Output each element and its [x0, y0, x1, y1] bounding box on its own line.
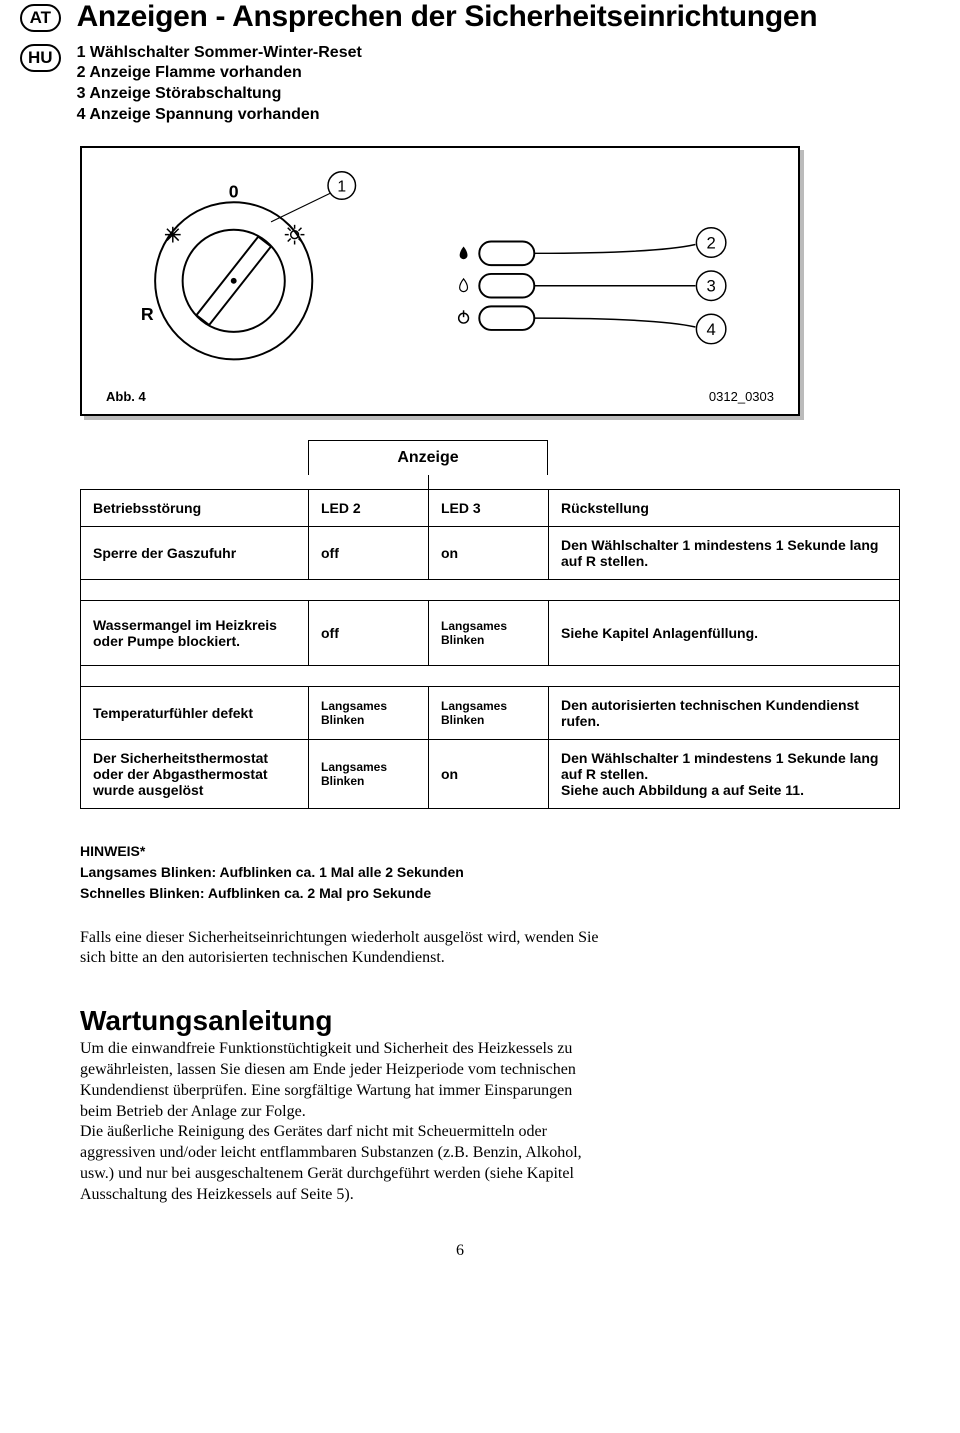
table-row: Sperre der Gaszufuhr off on Den Wählscha… [81, 526, 900, 579]
cell: Den autorisierten technischen Kundendien… [561, 697, 859, 729]
flame-outline-icon [460, 279, 468, 292]
cell: Der Sicherheitsthermostat oder der Abgas… [93, 750, 268, 798]
page-number: 6 [20, 1242, 900, 1260]
callout-3: 3 [706, 276, 715, 295]
flame-icon [460, 246, 468, 259]
cell: off [321, 625, 339, 641]
badge-hu: HU [20, 44, 61, 72]
legend-item: 4 Anzeige Spannung vorhanden [77, 105, 818, 126]
cell: Sperre der Gaszufuhr [93, 545, 236, 561]
dial-zero-label: 0 [229, 181, 239, 201]
legend-item: 2 Anzeige Flamme vorhanden [77, 63, 818, 84]
cell: Langsames Blinken [441, 619, 507, 647]
cell: Den Wählschalter 1 mindestens 1 Sekunde … [561, 537, 878, 569]
legend-item: 3 Anzeige Störabschaltung [77, 84, 818, 105]
cell: Temperaturfühler defekt [93, 705, 253, 721]
legend-item: 1 Wählschalter Sommer-Winter-Reset [77, 43, 818, 64]
th-led2: LED 2 [309, 489, 429, 526]
cell: Wassermangel im Heizkreis oder Pumpe blo… [93, 617, 277, 649]
figure-caption: Abb. 4 [106, 389, 146, 404]
dial-r-label: R [141, 304, 154, 324]
callout-4: 4 [706, 320, 715, 339]
cell: on [441, 545, 458, 561]
legend: 1 Wählschalter Sommer-Winter-Reset 2 Anz… [77, 43, 818, 126]
cell: Langsames Blinken [321, 760, 387, 788]
cell: Langsames Blinken [441, 699, 507, 727]
callout-1: 1 [337, 178, 346, 195]
hinweis-line: Langsames Blinken: Aufblinken ca. 1 Mal … [80, 862, 900, 883]
page-title: Anzeigen - Ansprechen der Sicherheitsein… [77, 0, 818, 35]
hinweis-line: Schnelles Blinken: Aufblinken ca. 2 Mal … [80, 883, 900, 904]
th-led3: LED 3 [429, 489, 549, 526]
cell: on [441, 766, 458, 782]
th-reset: Rückstellung [549, 489, 900, 526]
figure-code: 0312_0303 [709, 389, 774, 404]
cell: Langsames Blinken [321, 699, 387, 727]
cell: off [321, 545, 339, 561]
th-fault: Betriebsstörung [81, 489, 309, 526]
hinweis-block: HINWEIS* Langsames Blinken: Aufblinken c… [80, 841, 900, 904]
callout-2: 2 [706, 233, 715, 252]
table-super-header: Anzeige [308, 440, 548, 475]
badge-at: AT [20, 4, 61, 32]
table-row: Wassermangel im Heizkreis oder Pumpe blo… [81, 600, 900, 665]
table-row: Temperaturfühler defekt Langsames Blinke… [81, 686, 900, 739]
control-diagram: 0 R 1 [106, 166, 774, 376]
advisory-paragraph: Falls eine dieser Sicherheitseinrichtung… [80, 928, 600, 970]
cell: Siehe Kapitel Anlagenfüllung. [561, 625, 758, 641]
fault-table: Betriebsstörung LED 2 LED 3 Rückstellung… [80, 489, 900, 809]
hinweis-title: HINWEIS* [80, 841, 900, 862]
section-title-wartung: Wartungsanleitung [80, 1005, 900, 1037]
figure-panel: 0 R 1 [80, 146, 800, 416]
cell: Den Wählschalter 1 mindestens 1 Sekunde … [561, 750, 878, 798]
wartung-body: Um die einwandfreie Funktionstüchtigkeit… [80, 1039, 600, 1205]
table-row: Der Sicherheitsthermostat oder der Abgas… [81, 739, 900, 808]
